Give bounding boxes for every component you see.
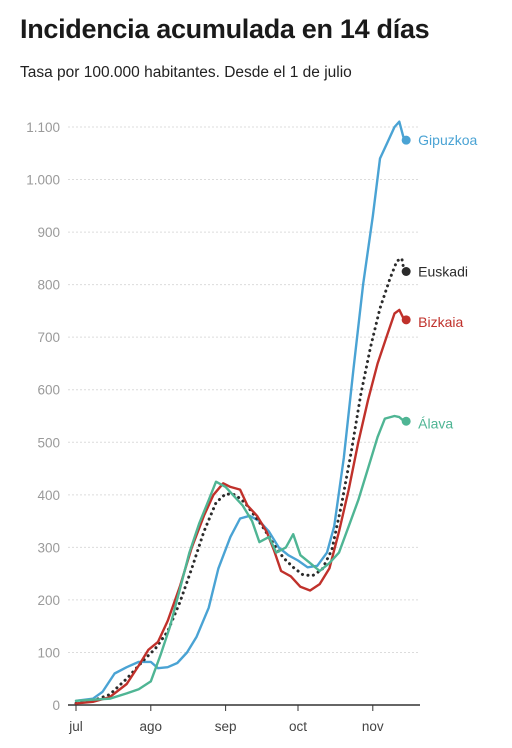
y-tick-label: 200	[37, 593, 60, 608]
y-tick-label: 100	[37, 645, 60, 660]
x-tick-label: jul	[68, 719, 83, 734]
y-tick-label: 1.100	[26, 120, 60, 135]
series-label-gipuzkoa: Gipuzkoa	[418, 132, 477, 148]
end-marker-bizkaia	[401, 315, 411, 325]
x-tick-label: nov	[362, 719, 384, 734]
chart-subtitle: Tasa por 100.000 habitantes. Desde el 1 …	[20, 64, 352, 81]
series-label-bizkaia: Bizkaia	[418, 314, 463, 330]
end-marker-gipuzkoa	[401, 135, 411, 145]
y-tick-label: 700	[37, 330, 60, 345]
x-tick-label: sep	[215, 719, 237, 734]
y-tick-label: 600	[37, 383, 60, 398]
end-marker-alava	[401, 416, 411, 426]
x-tick-label: oct	[289, 719, 307, 734]
series-line-alava	[74, 414, 406, 702]
y-tick-label: 1.000	[26, 173, 60, 188]
y-tick-label: 400	[37, 488, 60, 503]
y-tick-label: 0	[52, 698, 60, 713]
y-tick-label: 800	[37, 278, 60, 293]
series-label-euskadi: Euskadi	[418, 264, 468, 280]
end-marker-euskadi	[401, 267, 411, 276]
series-line-gipuzkoa	[74, 120, 406, 702]
y-tick-label: 300	[37, 540, 60, 555]
grid-lines	[68, 126, 420, 706]
series-line-bizkaia	[74, 308, 406, 705]
x-tick-label: ago	[140, 719, 163, 734]
series-labels: Gipuzkoa Euskadi Bizkaia Álava	[418, 132, 477, 431]
y-axis-ticks: 0 100 200 300 400 500 600 700 800 900 1.000 1.100	[26, 120, 60, 713]
y-tick-label: 900	[37, 225, 60, 240]
chart-title: Incidencia acumulada en 14 días	[20, 14, 430, 44]
x-axis-ticks: jul ago sep oct nov	[68, 705, 384, 734]
series-line-euskadi	[74, 256, 406, 705]
series-lines	[74, 120, 411, 705]
y-tick-label: 500	[37, 435, 60, 450]
series-label-alava: Álava	[418, 415, 453, 431]
